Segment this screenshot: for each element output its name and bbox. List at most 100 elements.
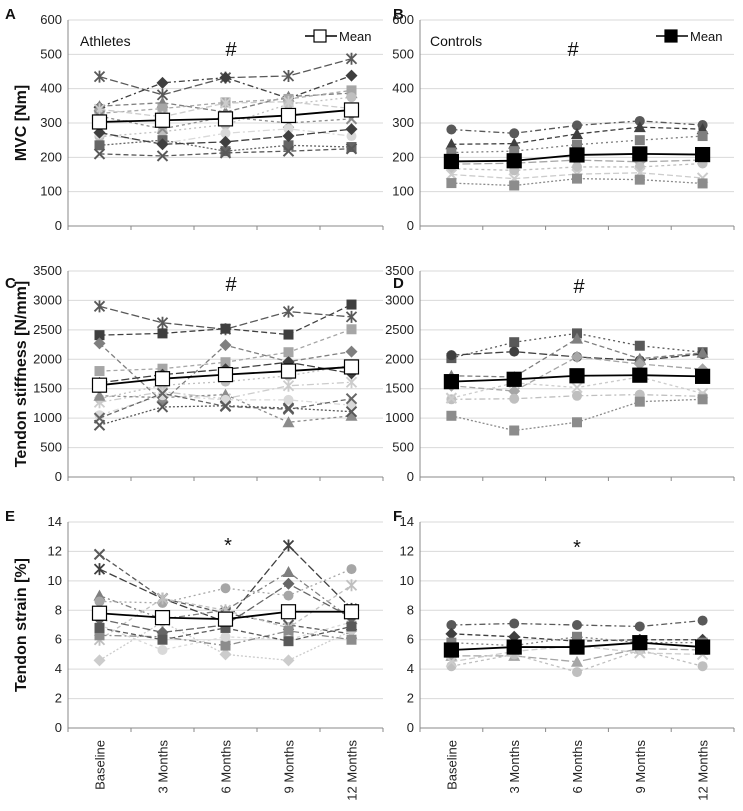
legend-label: Mean [690, 29, 723, 44]
mean-point [506, 371, 522, 387]
series-line [451, 177, 703, 187]
data-point [509, 346, 520, 357]
data-point [572, 417, 582, 428]
mean-point [694, 368, 711, 384]
data-point [283, 329, 294, 340]
series-line [451, 126, 703, 145]
data-point [346, 621, 357, 632]
data-point [283, 347, 294, 358]
mean-point [280, 107, 297, 124]
x-tick-label: 6 Months [570, 740, 585, 794]
data-point [282, 69, 295, 82]
data-point [572, 390, 582, 401]
series-e10 [94, 621, 357, 647]
data-point [345, 52, 358, 65]
data-point [509, 425, 520, 436]
data-point [156, 401, 169, 413]
y-tick-label: 2500 [385, 322, 414, 337]
data-point [571, 332, 583, 344]
data-point [283, 394, 294, 405]
data-point [157, 390, 168, 401]
y-tick-label: 0 [407, 720, 414, 735]
data-point [446, 350, 457, 361]
y-tick-label: 10 [48, 573, 62, 588]
y-tick-label: 500 [392, 46, 414, 61]
data-point [220, 640, 231, 651]
data-point [509, 337, 520, 348]
series-line [99, 58, 352, 96]
x-tick-label: 9 Months [282, 740, 297, 794]
x-tick-label: 3 Months [507, 740, 522, 794]
data-point [634, 115, 645, 126]
y-tick-label: 400 [40, 81, 62, 96]
data-point [572, 620, 582, 630]
data-point [220, 357, 231, 368]
mean-point [280, 604, 297, 620]
data-point [94, 330, 105, 341]
data-point [94, 622, 105, 633]
data-point [93, 300, 106, 313]
data-point [445, 627, 458, 640]
data-point [157, 634, 168, 645]
data-point [219, 400, 232, 412]
panel-letter: F [393, 508, 402, 525]
significance-mark: # [573, 276, 585, 298]
data-point [346, 400, 357, 411]
data-point [93, 126, 106, 139]
y-tick-label: 0 [55, 720, 62, 735]
series-a10 [93, 143, 358, 162]
series-c7 [93, 388, 358, 428]
data-point [633, 357, 646, 370]
y-tick-label: 100 [392, 184, 414, 199]
data-point [282, 654, 295, 667]
y-tick-label: 600 [392, 12, 414, 27]
data-point [93, 548, 106, 561]
significance-mark: * [573, 537, 581, 559]
data-point [219, 648, 232, 661]
data-point [446, 410, 457, 421]
data-point [219, 135, 232, 148]
y-tick-label: 500 [392, 440, 414, 455]
data-point [634, 174, 645, 185]
data-point [446, 178, 457, 189]
legend: Mean [656, 29, 723, 44]
mean-point [343, 604, 360, 620]
series-line [99, 553, 352, 635]
mean-point [91, 377, 108, 393]
data-point [346, 142, 357, 153]
data-point [157, 126, 168, 137]
data-point [219, 339, 232, 352]
series-line [451, 356, 703, 392]
y-tick-label: 100 [40, 184, 62, 199]
mean-point [217, 366, 234, 383]
data-point [697, 661, 708, 672]
mean-point [154, 112, 171, 128]
mean-point [632, 367, 648, 383]
data-point [220, 128, 231, 139]
panel-b: B 0 100 200 300 400 500 600 Controls Mean # [392, 6, 735, 233]
y-tick-label: 3500 [33, 263, 62, 278]
x-tick-label: 12 Months [696, 740, 711, 801]
data-point [508, 137, 521, 149]
series-line [451, 633, 703, 642]
data-point [282, 566, 295, 578]
y-tick-label: 12 [400, 543, 414, 558]
y-tick-label: 3500 [385, 263, 414, 278]
data-point [94, 366, 105, 377]
y-tick-label: 1000 [33, 410, 62, 425]
data-point [446, 620, 457, 630]
y-axis-label: MVC [Nm] [13, 85, 30, 161]
data-point [634, 340, 645, 351]
data-point [697, 131, 708, 142]
data-point [572, 139, 582, 150]
data-point [509, 393, 520, 404]
y-tick-label: 12 [48, 543, 62, 558]
y-tick-label: 0 [55, 218, 62, 233]
data-point [220, 631, 231, 642]
data-point [346, 131, 357, 142]
series-line [99, 148, 352, 157]
data-point [282, 577, 295, 590]
data-point [94, 596, 105, 607]
data-point [93, 70, 106, 83]
